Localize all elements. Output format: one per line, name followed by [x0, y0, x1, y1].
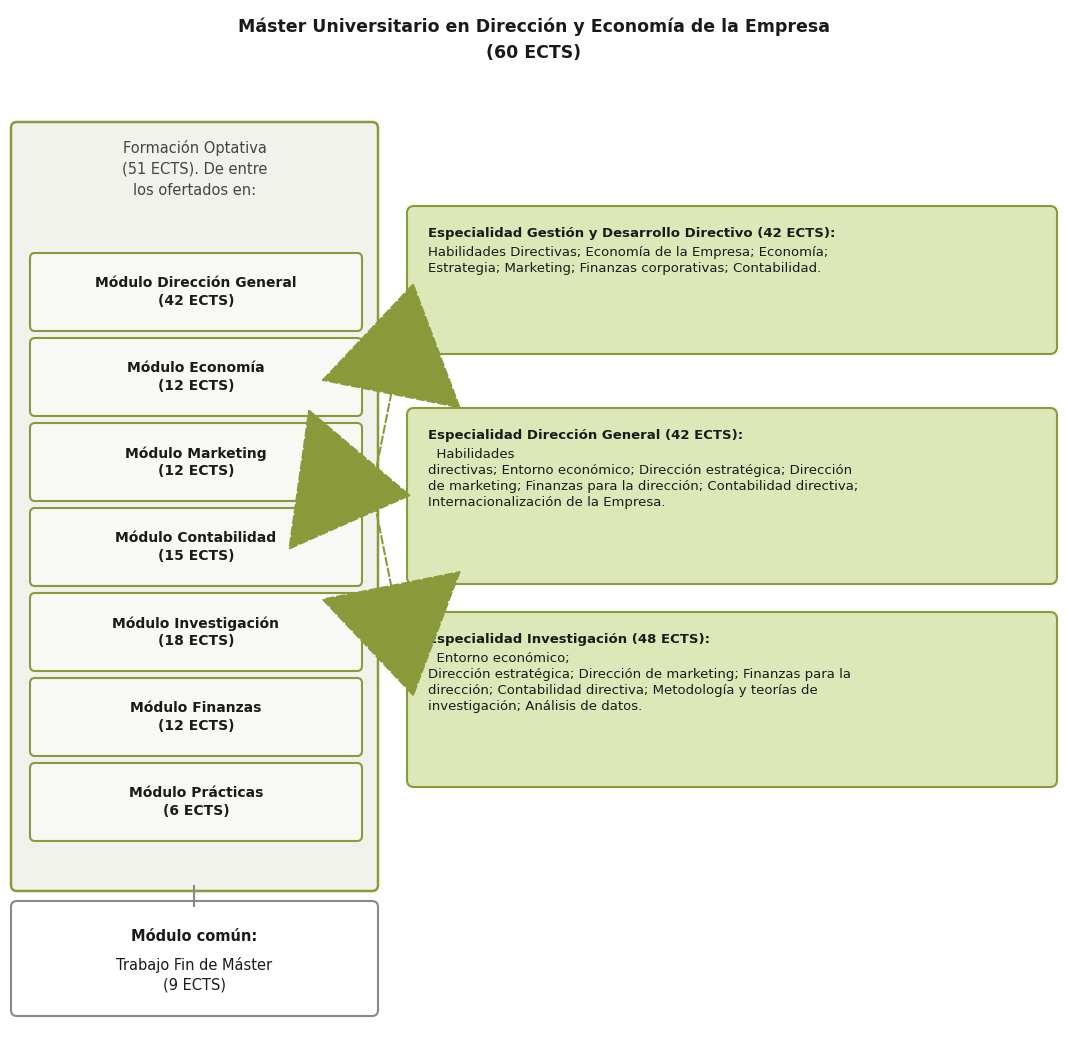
FancyBboxPatch shape	[30, 678, 362, 756]
FancyBboxPatch shape	[11, 122, 378, 891]
FancyBboxPatch shape	[407, 206, 1057, 354]
FancyBboxPatch shape	[30, 338, 362, 416]
Text: Especialidad Gestión y Desarrollo Directivo (42 ECTS):: Especialidad Gestión y Desarrollo Direct…	[428, 227, 835, 240]
Text: Especialidad Investigación (48 ECTS):: Especialidad Investigación (48 ECTS):	[428, 633, 710, 646]
FancyBboxPatch shape	[407, 408, 1057, 584]
FancyBboxPatch shape	[11, 901, 378, 1016]
FancyBboxPatch shape	[30, 593, 362, 671]
FancyBboxPatch shape	[30, 763, 362, 841]
FancyBboxPatch shape	[30, 508, 362, 586]
Text: Habilidades
directivas; Entorno económico; Dirección estratégica; Dirección
de m: Habilidades directivas; Entorno económic…	[428, 447, 858, 509]
FancyBboxPatch shape	[30, 253, 362, 331]
Text: Habilidades Directivas; Economía de la Empresa; Economía;
Estrategia; Marketing;: Habilidades Directivas; Economía de la E…	[428, 246, 828, 275]
Text: Módulo Dirección General
(42 ECTS): Módulo Dirección General (42 ECTS)	[95, 276, 297, 307]
Text: Módulo Contabilidad
(15 ECTS): Módulo Contabilidad (15 ECTS)	[115, 531, 276, 563]
FancyBboxPatch shape	[30, 424, 362, 501]
Text: Módulo común:: Módulo común:	[131, 929, 257, 944]
Text: Especialidad Dirección General (42 ECTS):: Especialidad Dirección General (42 ECTS)…	[428, 429, 743, 442]
FancyBboxPatch shape	[407, 612, 1057, 787]
Text: Módulo Economía
(12 ECTS): Módulo Economía (12 ECTS)	[127, 361, 265, 392]
Text: Módulo Finanzas
(12 ECTS): Módulo Finanzas (12 ECTS)	[130, 702, 261, 733]
Text: Módulo Marketing
(12 ECTS): Módulo Marketing (12 ECTS)	[125, 446, 267, 477]
Text: Trabajo Fin de Máster
(9 ECTS): Trabajo Fin de Máster (9 ECTS)	[116, 957, 272, 992]
Text: Módulo Investigación
(18 ECTS): Módulo Investigación (18 ECTS)	[112, 617, 280, 648]
Text: Formación Optativa
(51 ECTS). De entre
los ofertados en:: Formación Optativa (51 ECTS). De entre l…	[122, 140, 267, 198]
Text: Entorno económico;
Dirección estratégica; Dirección de marketing; Finanzas para : Entorno económico; Dirección estratégica…	[428, 652, 851, 713]
Text: Máster Universitario en Dirección y Economía de la Empresa
(60 ECTS): Máster Universitario en Dirección y Econ…	[238, 18, 830, 61]
Text: Módulo Prácticas
(6 ECTS): Módulo Prácticas (6 ECTS)	[129, 787, 264, 818]
